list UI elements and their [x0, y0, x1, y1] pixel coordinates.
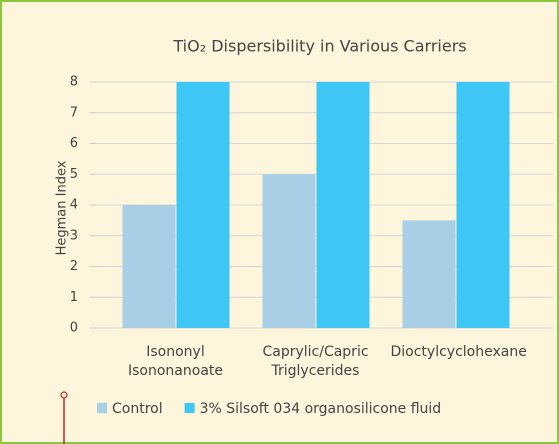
x-tick-label: Caprylic/Capric Triglycerides: [262, 344, 369, 379]
legend-swatch: [184, 403, 195, 413]
legend-label: 3% Silsoft 034 organosilicone fluid: [200, 401, 442, 417]
y-tick-label: 4: [70, 198, 78, 213]
y-tick-label: 7: [70, 105, 78, 120]
y-tick-label: 2: [70, 259, 78, 274]
bar: [402, 220, 456, 328]
x-tick-label: Isononyl Isononanoate: [128, 344, 223, 379]
bar: [316, 82, 370, 328]
y-tick-label: 8: [70, 75, 78, 90]
y-tick-label: 5: [70, 167, 78, 182]
bar: [122, 205, 176, 328]
y-tick-label: 6: [70, 136, 78, 151]
bar: [456, 82, 510, 328]
x-tick-label: Dioctylcyclohexane: [390, 344, 527, 360]
y-tick-label: 1: [70, 290, 78, 305]
bar: [176, 82, 230, 328]
y-tick-label: 0: [70, 321, 78, 336]
chart-title: TiO₂ Dispersibility in Various Carriers: [172, 37, 466, 56]
y-axis-label: Hegman Index: [55, 160, 70, 255]
callout-dot: [60, 391, 68, 399]
bar: [262, 174, 316, 328]
legend-swatch: [97, 403, 107, 413]
y-tick-label: 3: [70, 228, 78, 243]
legend-label: Control: [112, 401, 163, 417]
